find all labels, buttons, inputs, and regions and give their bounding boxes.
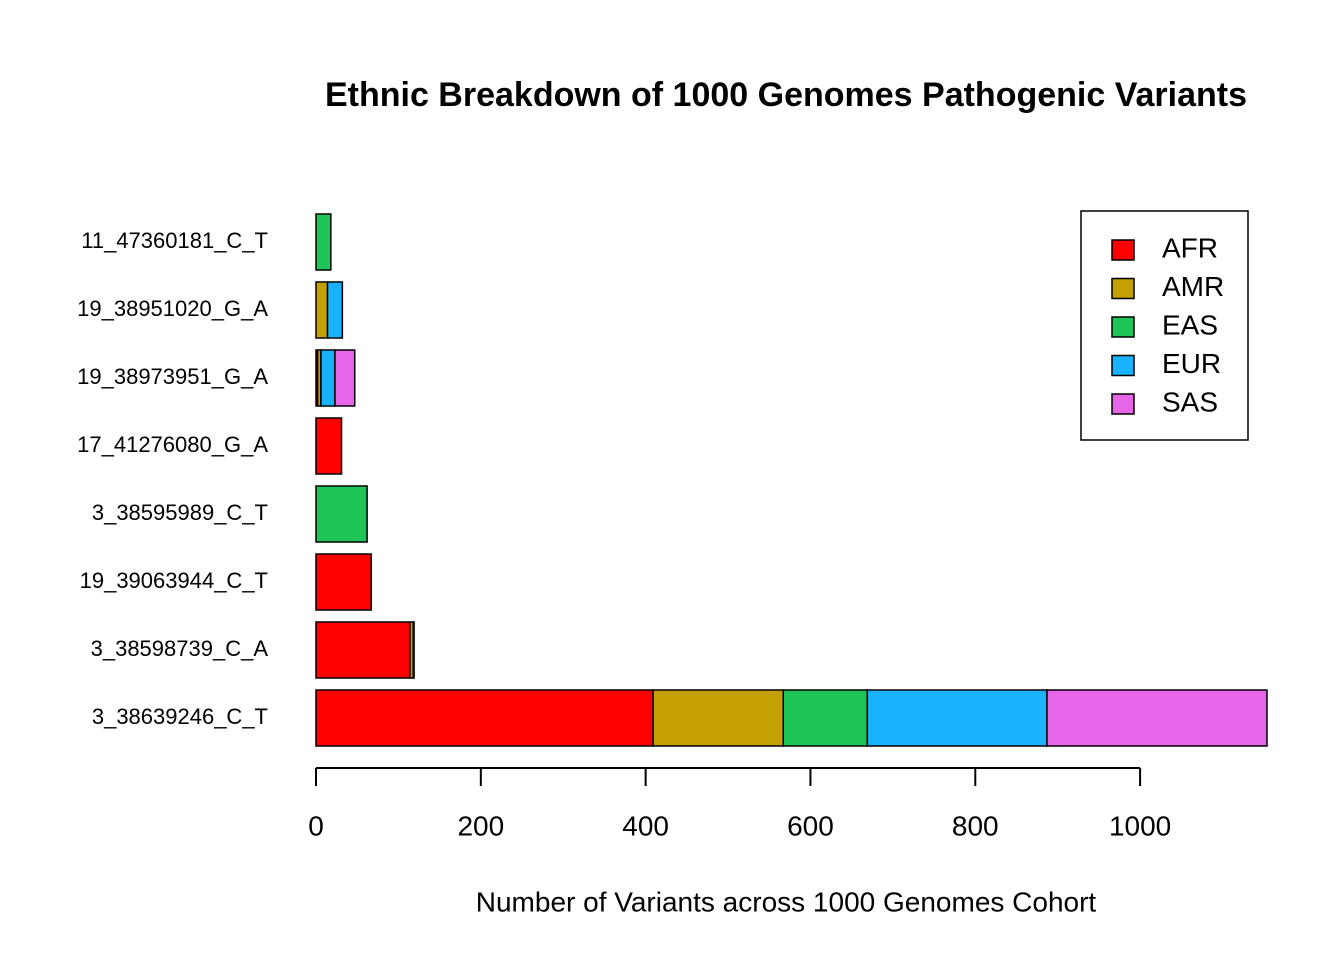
y-tick-label: 3_38639246_C_T (92, 704, 268, 729)
y-tick-label: 19_38973951_G_A (77, 364, 268, 389)
x-tick-label: 0 (308, 810, 324, 841)
bar-segment (866, 689, 1048, 747)
bar-segment (334, 349, 356, 407)
legend-swatch (1111, 239, 1135, 261)
bar-segment (315, 689, 654, 747)
x-axis-label: Number of Variants across 1000 Genomes C… (476, 886, 1097, 917)
legend-label: EUR (1162, 348, 1221, 379)
bar-segment (315, 213, 332, 271)
bar-segment (412, 621, 415, 679)
y-tick-label: 17_41276080_G_A (77, 432, 268, 457)
x-tick-label: 400 (622, 810, 669, 841)
y-tick-label: 11_47360181_C_T (81, 228, 268, 253)
legend-swatch (1111, 316, 1135, 338)
bar-segment (782, 689, 869, 747)
x-tick-label: 1000 (1109, 810, 1171, 841)
bar-segment (315, 621, 411, 679)
y-tick-label: 19_38951020_G_A (77, 296, 268, 321)
legend-label: SAS (1162, 386, 1218, 417)
bar-segment (315, 553, 372, 611)
bar-segment (315, 485, 368, 543)
legend-box (1080, 210, 1249, 441)
bar-segment (315, 417, 343, 475)
y-tick-label: 19_39063944_C_T (80, 568, 268, 593)
y-tick-label: 3_38598739_C_A (91, 636, 269, 661)
bar-segment (326, 281, 344, 339)
legend-swatch (1111, 393, 1135, 415)
legend-label: AFR (1162, 232, 1218, 263)
y-tick-label: 3_38595989_C_T (92, 500, 268, 525)
bar-segment (315, 281, 329, 339)
legend-label: EAS (1162, 309, 1218, 340)
x-tick-label: 800 (952, 810, 999, 841)
chart-title: Ethnic Breakdown of 1000 Genomes Pathoge… (325, 76, 1247, 114)
legend-swatch (1111, 354, 1135, 377)
bar-segment (652, 689, 785, 747)
bar-segment (1046, 689, 1268, 747)
x-tick-label: 600 (787, 810, 834, 841)
x-tick-label: 200 (457, 810, 504, 841)
bar-segment (320, 349, 336, 407)
legend-label: AMR (1162, 271, 1224, 302)
legend-swatch (1111, 277, 1135, 300)
